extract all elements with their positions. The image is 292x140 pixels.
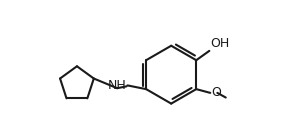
- Text: NH: NH: [108, 79, 126, 92]
- Text: O: O: [211, 86, 221, 99]
- Text: OH: OH: [210, 37, 230, 50]
